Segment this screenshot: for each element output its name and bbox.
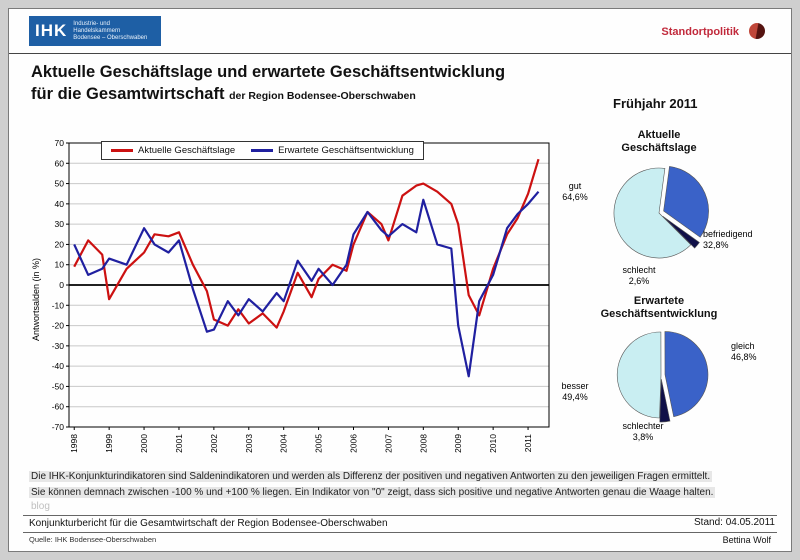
svg-text:2000: 2000	[139, 434, 149, 453]
footer-source: Quelle: IHK Bodensee-Oberschwaben	[29, 535, 157, 544]
svg-text:-40: -40	[52, 361, 65, 371]
svg-text:0: 0	[59, 280, 64, 290]
page-title-line1: Aktuelle Geschäftslage und erwartete Ges…	[31, 63, 506, 81]
pie2-chart	[616, 331, 709, 423]
season-label: Frühjahr 2011	[613, 96, 698, 111]
pie2-title: Erwartete Geschäftsentwicklung	[600, 295, 718, 320]
svg-text:20: 20	[55, 239, 65, 249]
pie2-schlechter-pct: 3,8%	[632, 431, 654, 442]
svg-text:2005: 2005	[314, 434, 324, 453]
svg-text:1999: 1999	[104, 434, 114, 453]
legend-label-lage: Aktuelle Geschäftslage	[138, 145, 236, 156]
pie2-besser-pct: 49,4%	[562, 391, 588, 402]
ihk-logo-subtext-line2: Bodensee – Oberschwaben	[73, 34, 148, 41]
svg-text:60: 60	[55, 158, 65, 168]
ihk-logo-text: IHK	[35, 21, 68, 40]
footer-divider-top	[23, 515, 777, 516]
section-label: Standortpolitik	[661, 26, 739, 38]
chart-legend: Aktuelle Geschäftslage Erwartete Geschäf…	[101, 141, 424, 160]
pie1-label-schlecht: schlecht 2,6%	[611, 265, 667, 286]
svg-text:-50: -50	[52, 381, 65, 391]
legend-entry-lage: Aktuelle Geschäftslage	[111, 145, 235, 156]
legend-line-sample-red	[111, 149, 133, 152]
pie2-label-schlechter: schlechter 3,8%	[611, 421, 675, 442]
ihk-logo-subtext-line1: Industrie- und Handelskammern	[73, 20, 121, 34]
note-line2: Sie können demnach zwischen -100 % und +…	[29, 487, 716, 498]
svg-text:2002: 2002	[209, 434, 219, 453]
pie1-gut-pct: 64,6%	[562, 191, 588, 202]
svg-text:-30: -30	[52, 341, 65, 351]
svg-text:-10: -10	[52, 300, 65, 310]
page-title-line2-main: für die Gesamtwirtschaft	[31, 85, 225, 103]
slide: IHK Industrie- und Handelskammern Bodens…	[8, 8, 792, 552]
note-line1: Die IHK-Konjunkturindikatoren sind Salde…	[29, 471, 713, 482]
pie1-gut-text: gut	[568, 181, 582, 191]
svg-text:70: 70	[55, 138, 65, 148]
pie2-besser-text: besser	[561, 381, 589, 391]
svg-text:40: 40	[55, 199, 65, 209]
svg-text:30: 30	[55, 219, 65, 229]
pie1-befriedigend-text: befriedigend	[703, 229, 753, 239]
page-title-suffix: der Region Bodensee-Oberschwaben	[229, 90, 416, 102]
svg-text:-70: -70	[52, 422, 65, 432]
page-title-line2: für die Gesamtwirtschaft der Region Bode…	[31, 85, 416, 104]
svg-text:2004: 2004	[279, 434, 289, 453]
pie1-title: Aktuelle Geschäftslage	[621, 129, 697, 154]
svg-text:50: 50	[55, 179, 65, 189]
svg-text:2007: 2007	[383, 434, 393, 453]
pie2-label-gleich: gleich 46,8%	[731, 341, 783, 362]
watermark: blog	[31, 501, 50, 512]
pie2-gleich-text: gleich	[731, 341, 755, 351]
svg-text:2008: 2008	[418, 434, 428, 453]
note-line1-row: Die IHK-Konjunkturindikatoren sind Salde…	[29, 469, 777, 485]
line-chart-svg: -70 -60 -50 -40 -30 -20 -10 0 10 20 30 40 50 60 70 1998…	[52, 138, 550, 453]
pie2-schlechter-text: schlechter	[622, 421, 664, 431]
note-block: Die IHK-Konjunkturindikatoren sind Salde…	[29, 469, 777, 501]
svg-text:1998: 1998	[69, 434, 79, 453]
legend-line-sample-blue	[251, 149, 274, 152]
line-chart: -70 -60 -50 -40 -30 -20 -10 0 10 20 30 40 50 60 70 1998…	[35, 131, 555, 463]
pie1-befriedigend-pct: 32,8%	[703, 239, 729, 250]
footer-author: Bettina Wolf	[722, 535, 771, 545]
pie1-schlecht-pct: 2,6%	[628, 275, 650, 286]
svg-text:2009: 2009	[453, 434, 463, 453]
legend-entry-entwicklung: Erwartete Geschäftsentwicklung	[251, 145, 414, 156]
pie1-schlecht-text: schlecht	[622, 265, 656, 275]
svg-text:2006: 2006	[349, 434, 359, 453]
ihk-logo-subtext: Industrie- und Handelskammern Bodensee –…	[73, 21, 155, 42]
svg-text:2001: 2001	[174, 434, 184, 453]
header-divider	[9, 53, 791, 54]
ihk-logo: IHK Industrie- und Handelskammern Bodens…	[29, 16, 161, 46]
pie2-label-besser: besser 49,4%	[549, 381, 601, 402]
standort-sphere-icon	[749, 23, 765, 39]
svg-text:2010: 2010	[488, 434, 498, 453]
svg-text:10: 10	[55, 260, 65, 270]
legend-label-entwicklung: Erwartete Geschäftsentwicklung	[278, 145, 414, 156]
svg-text:-20: -20	[52, 321, 65, 331]
svg-text:-60: -60	[52, 402, 65, 412]
svg-text:2003: 2003	[244, 434, 254, 453]
note-line2-row: Sie können demnach zwischen -100 % und +…	[29, 485, 777, 501]
footer-date: Stand: 04.05.2011	[694, 517, 775, 528]
svg-text:2011: 2011	[523, 434, 533, 453]
footer-report-title: Konjunkturbericht für die Gesamtwirtscha…	[29, 518, 388, 529]
pie2-gleich-pct: 46,8%	[731, 351, 757, 362]
footer-divider-bottom	[23, 532, 777, 533]
pie1-label-gut: gut 64,6%	[549, 181, 601, 202]
pie1-label-befriedigend: befriedigend 32,8%	[703, 229, 777, 250]
pie1-chart	[613, 166, 709, 259]
